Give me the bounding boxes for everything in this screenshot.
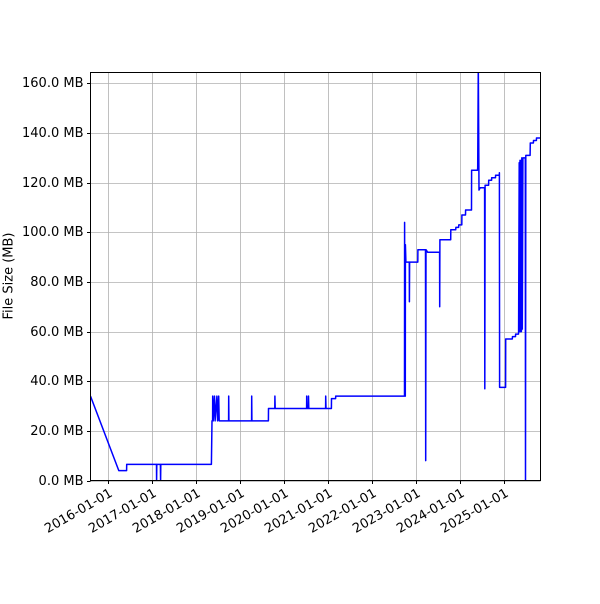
grid — [90, 72, 541, 482]
y-tick-label: 120.0 MB — [22, 176, 83, 191]
y-tick-label: 140.0 MB — [22, 126, 83, 141]
y-tick-label: 160.0 MB — [22, 76, 83, 91]
y-tick-label: 20.0 MB — [30, 424, 83, 439]
y-tick-label: 0.0 MB — [39, 474, 84, 489]
y-tick-label: 60.0 MB — [30, 325, 83, 340]
y-axis: 0.0 MB 20.0 MB 40.0 MB 60.0 MB 80.0 MB 100.0 … — [22, 76, 91, 489]
plot-frame — [90, 72, 541, 481]
y-tick-label: 40.0 MB — [30, 374, 83, 389]
y-axis-label: File Size (MB) — [2, 233, 17, 320]
y-tick-label: 100.0 MB — [22, 225, 83, 240]
series-line — [90, 72, 541, 481]
x-axis: 2016-01-012017-01-012018-01-012019-01-01… — [42, 480, 511, 537]
series-line-group — [90, 72, 541, 481]
y-tick-label: 80.0 MB — [30, 275, 83, 290]
